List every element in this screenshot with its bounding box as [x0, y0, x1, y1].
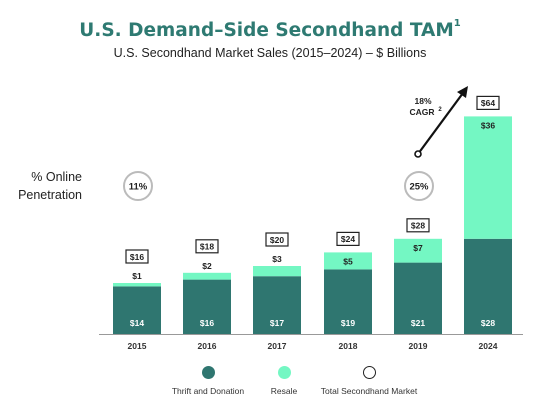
x-tick-2016: 2016 — [198, 341, 217, 351]
bar-thrift-2015 — [113, 286, 161, 334]
label-thrift-2016: $16 — [200, 318, 214, 328]
x-tick-2019: 2019 — [409, 341, 428, 351]
label-resale-2018: $5 — [343, 256, 353, 266]
label-total-2015: $16 — [130, 252, 144, 262]
total-box-2016 — [195, 239, 219, 254]
bar-thrift-2024 — [464, 238, 512, 334]
label-total-2018: $24 — [341, 234, 355, 244]
bar-resale-2024 — [464, 116, 512, 239]
legend-item-total: Total Secondhand Market — [310, 366, 428, 396]
bar-resale-2018 — [324, 252, 372, 270]
label-total-2019: $28 — [411, 221, 425, 231]
label-resale-2024: $36 — [481, 120, 495, 130]
bar-thrift-2018 — [324, 269, 372, 334]
legend-swatch-resale — [277, 366, 291, 379]
label-total-2016: $18 — [200, 242, 214, 252]
label-thrift-2024: $28 — [481, 318, 495, 328]
online-circle-2015 — [123, 171, 153, 201]
x-tick-2018: 2018 — [339, 341, 358, 351]
label-resale-2016: $2 — [202, 261, 212, 271]
x-tick-2015: 2015 — [128, 341, 147, 351]
bar-thrift-2017 — [253, 276, 301, 334]
label-thrift-2015: $14 — [130, 318, 144, 328]
label-resale-2017: $3 — [272, 254, 282, 264]
bar-resale-2017 — [253, 266, 301, 277]
total-box-2019 — [406, 218, 430, 233]
cagr-arrow-origin — [414, 150, 422, 158]
cagr-value: 18% — [414, 96, 431, 106]
chart-title: U.S. Demand–Side Secondhand TAM1 — [79, 18, 461, 41]
total-box-2015 — [125, 249, 149, 264]
cagr-arrow-line — [417, 92, 464, 155]
bar-resale-2019 — [394, 238, 442, 263]
cagr-label: CAGR — [409, 107, 434, 117]
legend-item-resale: Resale — [258, 366, 310, 396]
label-thrift-2019: $21 — [411, 318, 425, 328]
legend-swatch-total — [362, 366, 376, 379]
total-box-2018 — [336, 231, 360, 246]
total-box-2024 — [476, 95, 500, 111]
label-total-2024: $64 — [481, 98, 495, 108]
online-penetration-label: % Online Penetration — [18, 170, 82, 202]
online-value-2019: 25% — [409, 182, 429, 193]
online-value-2015: 11% — [129, 182, 148, 193]
total-box-2017 — [265, 232, 289, 247]
legend-swatch-thrift — [201, 366, 215, 379]
label-thrift-2018: $19 — [341, 318, 355, 328]
legend-item-thrift: Thrift and Donation — [158, 366, 258, 396]
cagr-arrow-head — [457, 86, 468, 98]
bar-thrift-2016 — [183, 279, 231, 334]
label-resale-2015: $1 — [132, 271, 142, 281]
chart-subtitle: U.S. Secondhand Market Sales (2015–2024)… — [113, 46, 427, 60]
cagr-footnote: 2 — [438, 107, 442, 113]
title-footnote: 1 — [453, 18, 461, 29]
label-resale-2019: $7 — [413, 243, 423, 253]
x-tick-2024: 2024 — [479, 341, 498, 351]
x-tick-2017: 2017 — [268, 341, 287, 351]
bar-resale-2016 — [183, 272, 231, 280]
bar-thrift-2019 — [394, 262, 442, 334]
label-total-2017: $20 — [270, 235, 284, 245]
online-circle-2019 — [404, 171, 434, 201]
bar-resale-2015 — [113, 283, 161, 287]
label-thrift-2017: $17 — [270, 318, 284, 328]
